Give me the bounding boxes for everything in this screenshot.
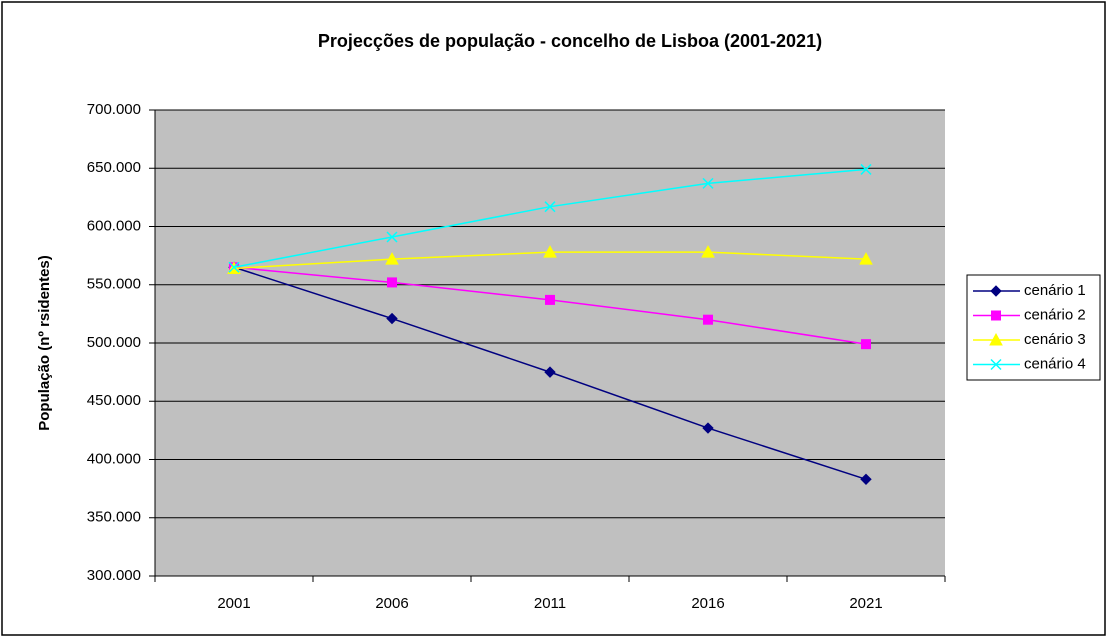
marker: [385, 252, 399, 265]
y-tick-label: 300.000: [87, 567, 141, 584]
marker: [387, 277, 397, 288]
y-tick-label: 650.000: [87, 159, 141, 176]
marker: [702, 422, 714, 434]
legend-label: cenário 3: [1024, 331, 1086, 348]
marker: [228, 261, 240, 273]
y-tick-label: 700.000: [87, 101, 141, 118]
x-tick-label: 2006: [375, 595, 408, 612]
marker: [861, 339, 871, 350]
y-tick-label: 450.000: [87, 392, 141, 409]
x-tick-label: 2016: [691, 595, 724, 612]
marker: [543, 245, 557, 258]
legend-label: cenário 1: [1024, 282, 1086, 299]
marker: [544, 366, 556, 378]
marker: [702, 177, 714, 189]
marker: [860, 473, 872, 486]
marker: [860, 163, 872, 175]
legend-label: cenário 4: [1024, 355, 1086, 372]
y-tick-label: 600.000: [87, 217, 141, 234]
marker: [859, 252, 873, 265]
marker: [989, 332, 1003, 346]
y-tick-label: 500.000: [87, 334, 141, 351]
marker: [386, 231, 398, 243]
marker: [990, 358, 1002, 371]
chart-title: Projecções de população - concelho de Li…: [318, 31, 822, 51]
marker: [386, 312, 398, 325]
y-axis-label: População (nº rsidentes): [36, 255, 53, 431]
marker: [703, 314, 713, 325]
legend-box: [966, 274, 1101, 381]
x-tick-label: 2001: [217, 595, 250, 612]
marker: [544, 201, 556, 213]
marker: [990, 285, 1002, 297]
x-tick-label: 2011: [534, 595, 566, 612]
marker: [701, 245, 715, 258]
x-tick-label: 2021: [849, 595, 882, 612]
legend-label: cenário 2: [1024, 306, 1086, 323]
y-tick-label: 350.000: [87, 509, 141, 526]
y-tick-label: 400.000: [87, 450, 141, 467]
marker: [545, 294, 555, 305]
marker: [991, 310, 1001, 321]
y-tick-label: 550.000: [87, 276, 141, 293]
